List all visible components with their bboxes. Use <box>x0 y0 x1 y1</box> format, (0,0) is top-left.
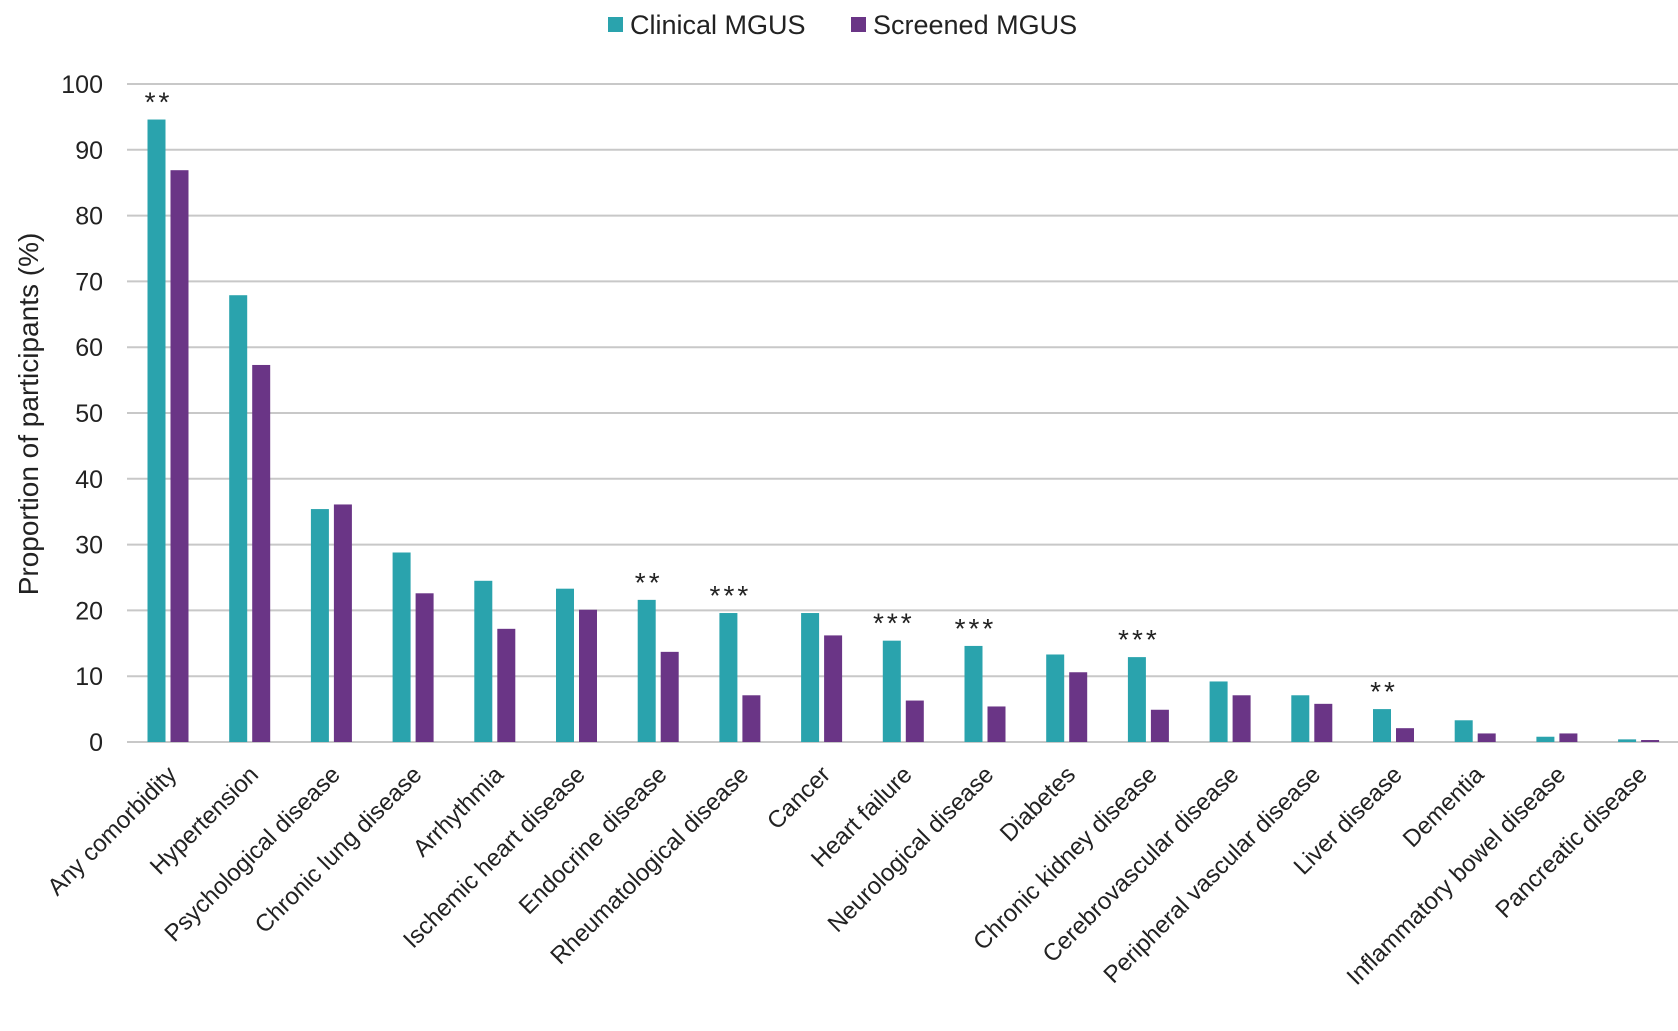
legend-swatch-screened-mgus <box>851 17 866 32</box>
y-tick-label: 90 <box>75 137 103 165</box>
bar-clinical-mgus-psychological-disease <box>310 509 329 742</box>
bar-clinical-mgus-ischemic-heart-disease <box>556 588 574 742</box>
bar-screened-mgus-any-comorbidity <box>170 170 189 742</box>
legend-label-clinical-mgus: Clinical MGUS <box>630 10 806 40</box>
y-tick-label: 30 <box>75 532 103 560</box>
bar-clinical-mgus-dementia <box>1454 720 1473 742</box>
y-tick-label: 50 <box>75 400 103 428</box>
x-tick-label: Any comorbidity <box>42 761 182 901</box>
bar-clinical-mgus-liver-disease <box>1373 709 1391 742</box>
bar-clinical-mgus-any-comorbidity <box>147 119 166 743</box>
bar-clinical-mgus-pancreatic-disease <box>1618 739 1637 742</box>
bar-screened-mgus-chronic-lung-disease <box>415 593 434 742</box>
y-tick-label: 60 <box>75 334 103 362</box>
bar-screened-mgus-liver-disease <box>1396 728 1414 742</box>
legend: Clinical MGUS Screened MGUS <box>608 10 1077 40</box>
bar-clinical-mgus-chronic-lung-disease <box>392 552 411 742</box>
bar-clinical-mgus-peripheral-vascular-disease <box>1291 695 1310 742</box>
bar-clinical-mgus-cerebrovascular-disease <box>1209 681 1228 742</box>
significance-marker: ** <box>1370 676 1398 707</box>
bar-screened-mgus-heart-failure <box>905 700 924 742</box>
significance-marker: *** <box>873 608 915 639</box>
bar-clinical-mgus-rheumatological-disease <box>719 613 738 742</box>
bars <box>147 119 1660 743</box>
bar-screened-mgus-diabetes <box>1069 672 1088 742</box>
bar-screened-mgus-peripheral-vascular-disease <box>1314 703 1333 742</box>
bar-clinical-mgus-arrhythmia <box>474 580 493 742</box>
x-tick-label: Neurological disease <box>823 761 1000 938</box>
bar-screened-mgus-rheumatological-disease <box>742 695 761 742</box>
significance-marker: ** <box>635 567 663 598</box>
bar-screened-mgus-psychological-disease <box>333 504 352 742</box>
x-tick-label: Cancer <box>762 761 836 835</box>
y-tick-label: 70 <box>75 268 103 296</box>
x-axis-category-labels: Any comorbidityHypertensionPsychological… <box>42 761 1652 991</box>
y-tick-label: 40 <box>75 466 103 494</box>
bar-clinical-mgus-hypertension <box>229 295 248 742</box>
bar-screened-mgus-arrhythmia <box>497 628 516 742</box>
bar-screened-mgus-ischemic-heart-disease <box>579 609 597 742</box>
bar-screened-mgus-chronic-kidney-disease <box>1150 709 1169 742</box>
x-tick-label: Chronic lung disease <box>250 761 428 939</box>
significance-marker: *** <box>955 613 997 644</box>
x-tick-label: Diabetes <box>995 761 1081 847</box>
significance-marker: ** <box>145 87 173 118</box>
y-tick-label: 80 <box>75 203 103 231</box>
significance-markers: **** ****** *** ***** <box>145 87 1398 708</box>
bar-screened-mgus-inflammatory-bowel-disease <box>1559 733 1578 742</box>
y-tick-label: 20 <box>75 597 103 625</box>
y-tick-label: 0 <box>89 729 103 757</box>
bar-screened-mgus-dementia <box>1477 733 1496 742</box>
bar-clinical-mgus-neurological-disease <box>964 645 983 742</box>
bar-screened-mgus-endocrine-disease <box>660 651 679 742</box>
bar-screened-mgus-cerebrovascular-disease <box>1232 695 1251 742</box>
significance-marker: *** <box>710 580 752 611</box>
y-axis-title: Proportion of participants (%) <box>13 233 44 596</box>
bar-clinical-mgus-heart-failure <box>882 640 901 742</box>
bar-clinical-mgus-endocrine-disease <box>637 599 656 742</box>
y-axis-ticks: 0 10 20 30 40 50 60 70 80 90 100 <box>61 71 103 757</box>
y-tick-label: 100 <box>61 71 103 99</box>
bar-clinical-mgus-cancer <box>801 613 820 742</box>
bar-clinical-mgus-chronic-kidney-disease <box>1127 657 1146 742</box>
bar-screened-mgus-pancreatic-disease <box>1641 740 1660 742</box>
bar-screened-mgus-neurological-disease <box>987 706 1006 742</box>
significance-marker: *** <box>1118 624 1160 655</box>
legend-swatch-clinical-mgus <box>608 17 623 32</box>
x-tick-label: Endocrine disease <box>514 761 673 920</box>
bar-screened-mgus-hypertension <box>252 364 271 742</box>
bar-clinical-mgus-inflammatory-bowel-disease <box>1536 736 1555 742</box>
bar-clinical-mgus-diabetes <box>1046 654 1065 742</box>
bar-screened-mgus-cancer <box>824 635 843 742</box>
y-tick-label: 10 <box>75 663 103 691</box>
x-tick-label: Pancreatic disease <box>1490 761 1652 923</box>
legend-label-screened-mgus: Screened MGUS <box>873 10 1077 40</box>
gridlines <box>127 83 1678 743</box>
